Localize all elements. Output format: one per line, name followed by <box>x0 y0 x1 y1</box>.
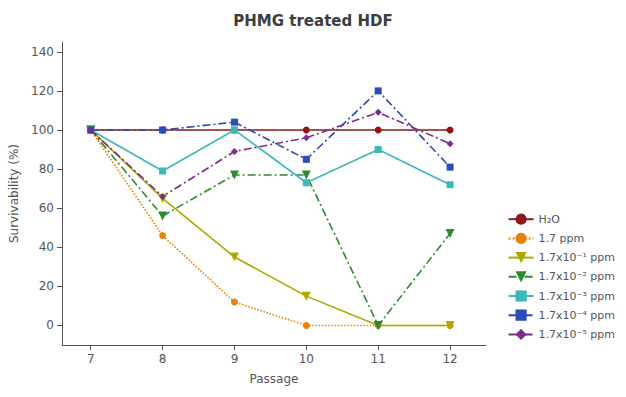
svg-text:1.7x10⁻² ppm: 1.7x10⁻² ppm <box>539 270 615 283</box>
svg-text:12: 12 <box>442 352 457 366</box>
svg-text:1.7 ppm: 1.7 ppm <box>539 232 585 245</box>
svg-text:0: 0 <box>46 318 54 332</box>
svg-text:H₂O: H₂O <box>539 213 561 226</box>
svg-text:1.7x10⁻⁴ ppm: 1.7x10⁻⁴ ppm <box>539 309 615 322</box>
svg-text:1.7x10⁻³ ppm: 1.7x10⁻³ ppm <box>539 290 615 303</box>
svg-text:80: 80 <box>39 162 54 176</box>
svg-text:1.7x10⁻¹ ppm: 1.7x10⁻¹ ppm <box>539 251 615 264</box>
svg-text:PHMG treated HDF: PHMG treated HDF <box>233 12 392 30</box>
svg-text:1.7x10⁻⁵ ppm: 1.7x10⁻⁵ ppm <box>539 328 615 341</box>
svg-text:120: 120 <box>31 84 54 98</box>
svg-text:7: 7 <box>87 352 95 366</box>
svg-text:8: 8 <box>159 352 167 366</box>
svg-text:11: 11 <box>371 352 386 366</box>
svg-text:10: 10 <box>299 352 314 366</box>
svg-text:140: 140 <box>31 45 54 59</box>
svg-text:20: 20 <box>39 279 54 293</box>
svg-text:9: 9 <box>231 352 239 366</box>
svg-text:Survivability (%): Survivability (%) <box>7 144 21 243</box>
svg-text:40: 40 <box>39 240 54 254</box>
svg-text:100: 100 <box>31 123 54 137</box>
svg-text:60: 60 <box>39 201 54 215</box>
svg-text:Passage: Passage <box>250 372 299 386</box>
